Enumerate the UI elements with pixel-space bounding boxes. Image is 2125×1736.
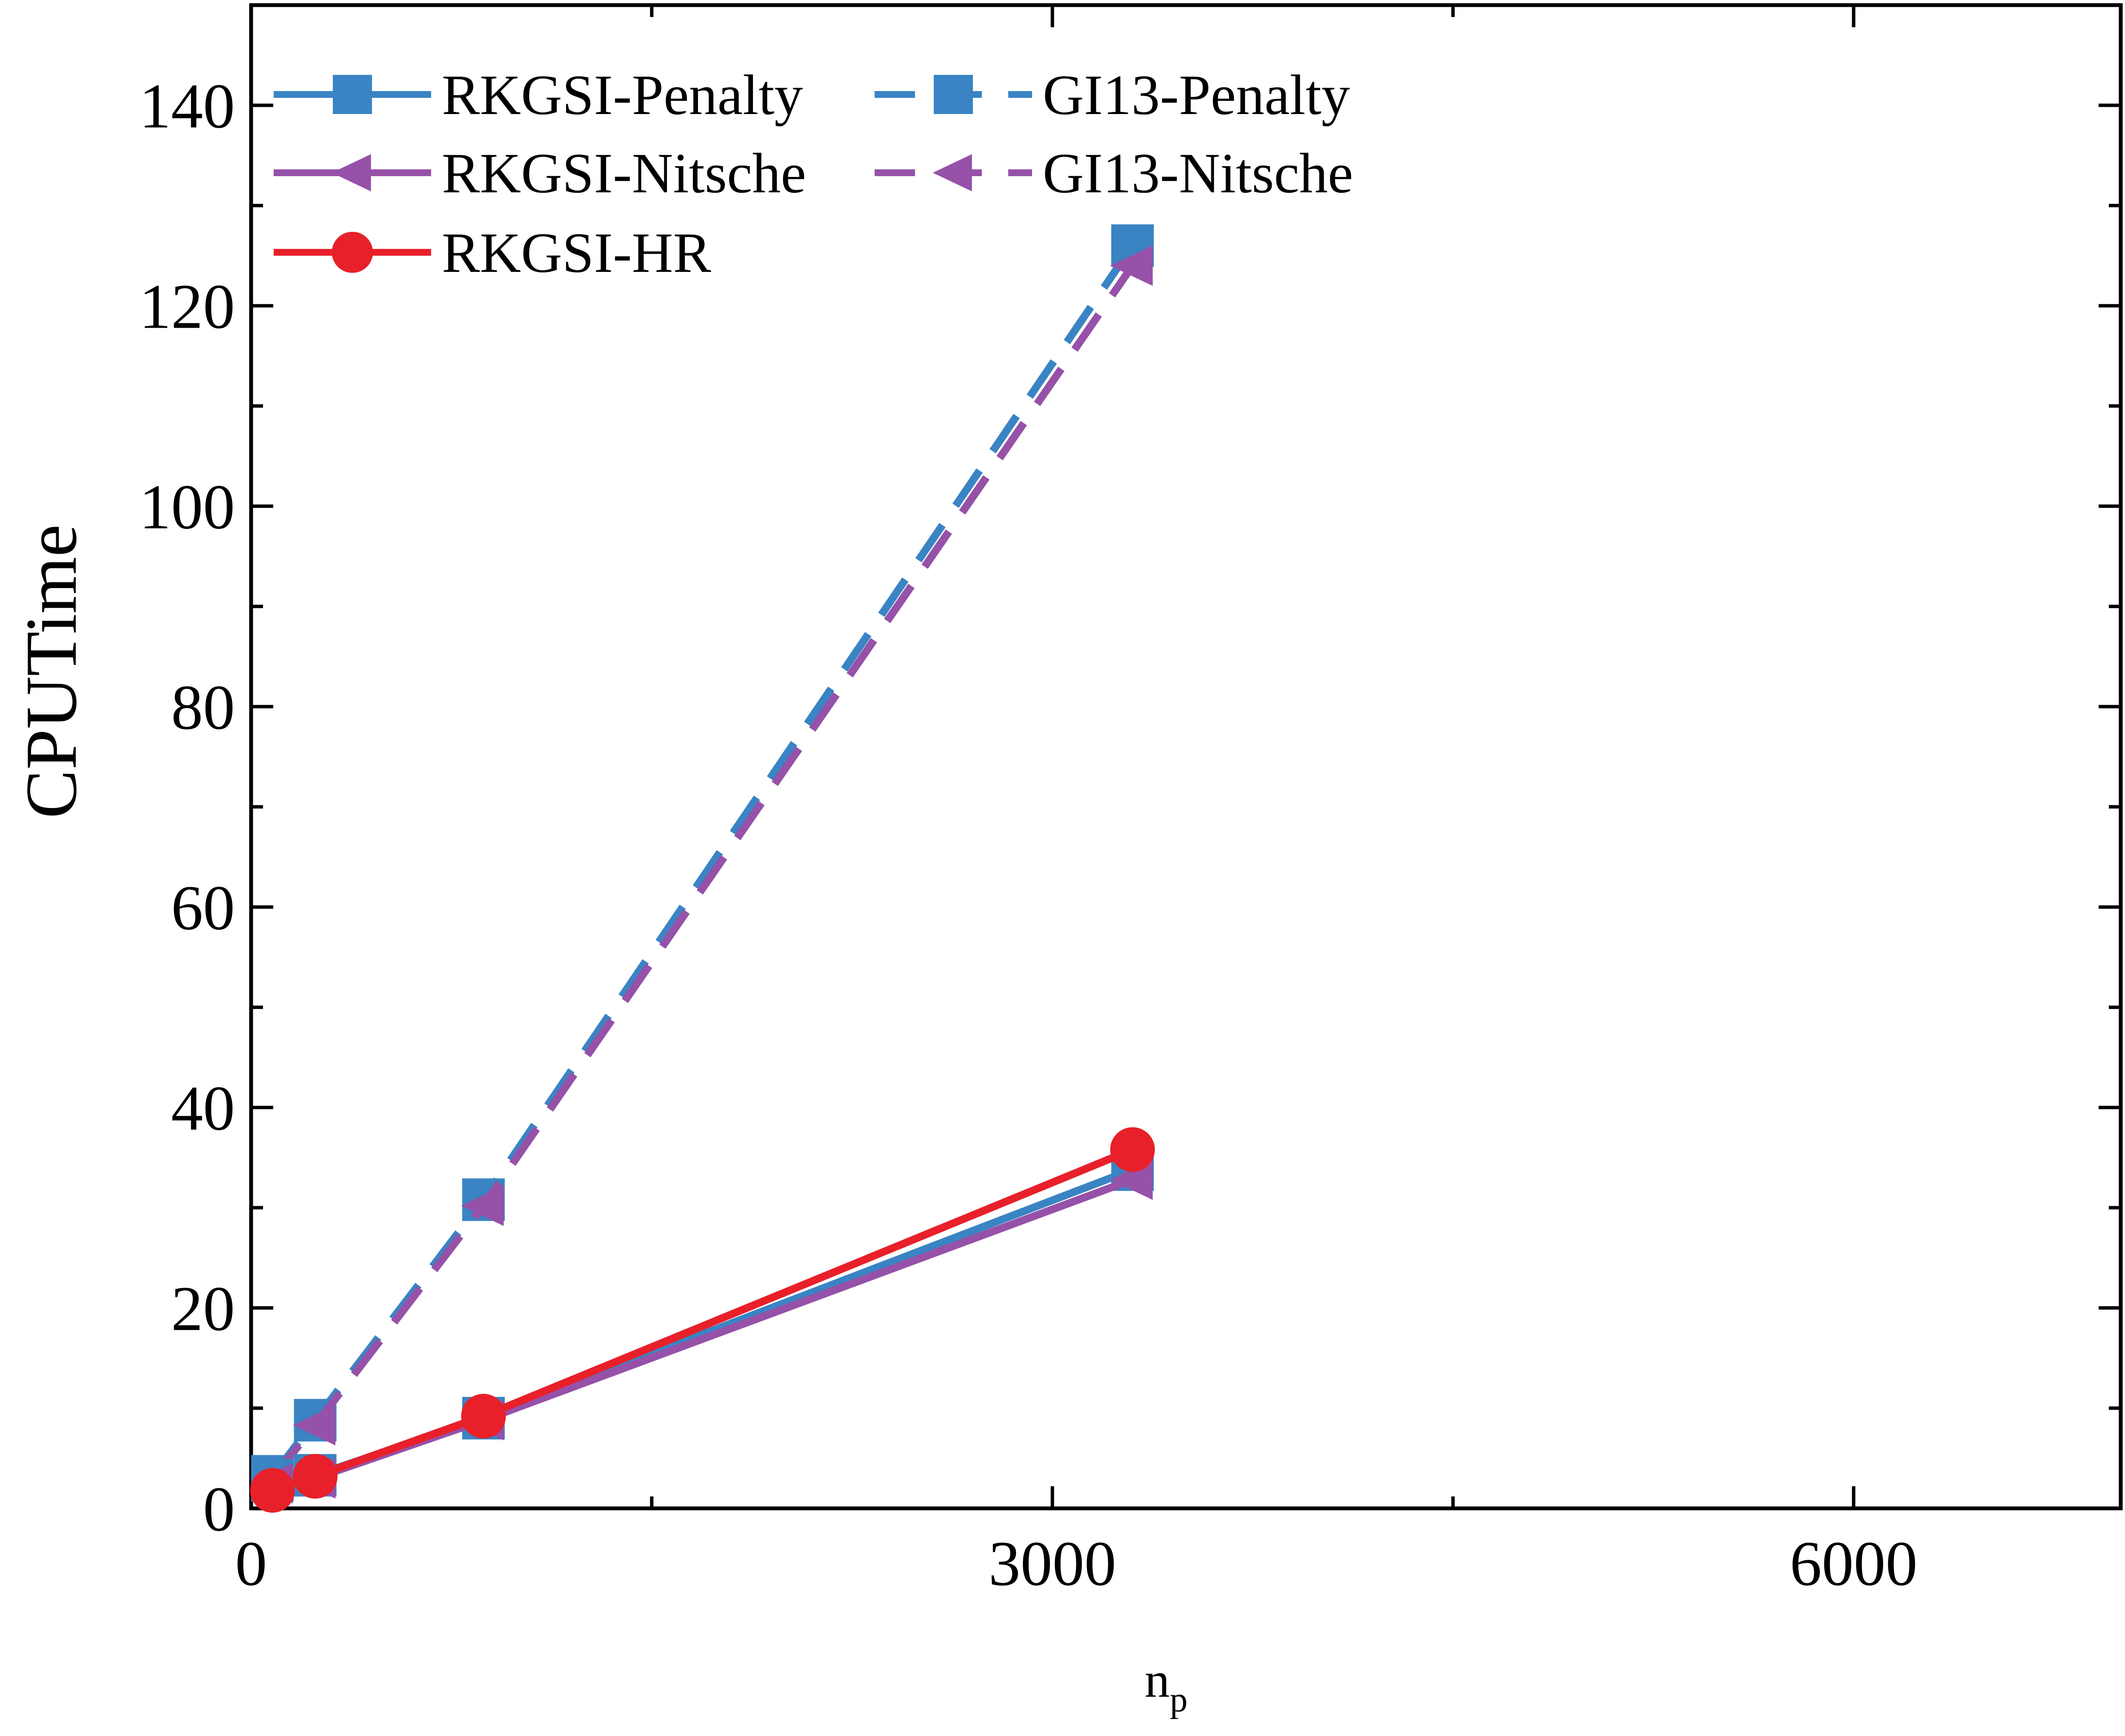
x-tick-label: 3000 (989, 1528, 1116, 1599)
data-point-gi13-nitsche (461, 1185, 504, 1226)
plot-frame (249, 3, 2123, 1510)
legend-marker-rkgsi-nitsche (332, 154, 371, 191)
legend-entry-gi13-penalty: GI13-Penalty (875, 63, 1350, 126)
data-point-rkgsi-hr (1110, 1127, 1155, 1172)
series-rkgsi-hr (250, 1127, 1155, 1513)
x-axis-title-main: n (1145, 1652, 1170, 1708)
legend: RKGSI-Penalty RKGSI-Nitsche RKGSI-HR GI13-P… (274, 63, 1353, 284)
x-axis-title: np (1145, 1652, 1188, 1719)
x-tick-label: 0 (235, 1528, 267, 1599)
y-tick-label: 0 (203, 1474, 235, 1545)
legend-label-rkgsi-nitsche: RKGSI-Nitsche (442, 142, 806, 205)
series-line-rkgsi-hr (271, 1146, 1134, 1494)
data-point-gi13-nitsche (293, 1405, 336, 1446)
legend-entry-rkgsi-penalty: RKGSI-Penalty (274, 63, 803, 126)
legend-marker-gi13-nitsche (932, 154, 972, 191)
legend-marker-rkgsi-hr (332, 231, 373, 273)
data-point-rkgsi-hr (250, 1468, 295, 1513)
y-tick-label: 60 (171, 873, 235, 943)
legend-label-rkgsi-penalty: RKGSI-Penalty (442, 63, 803, 126)
legend-marker-rkgsi-penalty (333, 75, 372, 114)
legend-marker-gi13-penalty (934, 75, 973, 114)
x-axis-title-subscript: p (1170, 1680, 1188, 1719)
data-point-rkgsi-hr (293, 1454, 338, 1499)
legend-entry-rkgsi-nitsche: RKGSI-Nitsche (274, 142, 806, 205)
legend-entry-rkgsi-hr: RKGSI-HR (274, 221, 711, 284)
legend-label-rkgsi-hr: RKGSI-HR (442, 221, 711, 284)
y-tick-label: 100 (139, 472, 235, 542)
legend-entry-gi13-nitsche: GI13-Nitsche (875, 142, 1353, 205)
data-point-gi13-nitsche (1110, 245, 1153, 286)
axis-ticks: 0 3000 6000 0 20 40 60 80 100 120 140 (139, 5, 2121, 1599)
legend-label-gi13-penalty: GI13-Penalty (1043, 63, 1350, 126)
y-tick-label: 40 (171, 1073, 235, 1144)
y-tick-label: 20 (171, 1273, 235, 1344)
data-point-rkgsi-hr (461, 1393, 506, 1439)
y-tick-label: 120 (139, 271, 235, 342)
series-line-gi13-nitsche (269, 263, 1136, 1481)
y-axis-title: CPUTime (11, 524, 92, 819)
y-tick-label: 140 (139, 71, 235, 142)
x-tick-label: 6000 (1790, 1528, 1917, 1599)
legend-label-gi13-nitsche: GI13-Nitsche (1043, 142, 1353, 205)
y-tick-label: 80 (171, 672, 235, 743)
series-layer (250, 224, 1155, 1513)
